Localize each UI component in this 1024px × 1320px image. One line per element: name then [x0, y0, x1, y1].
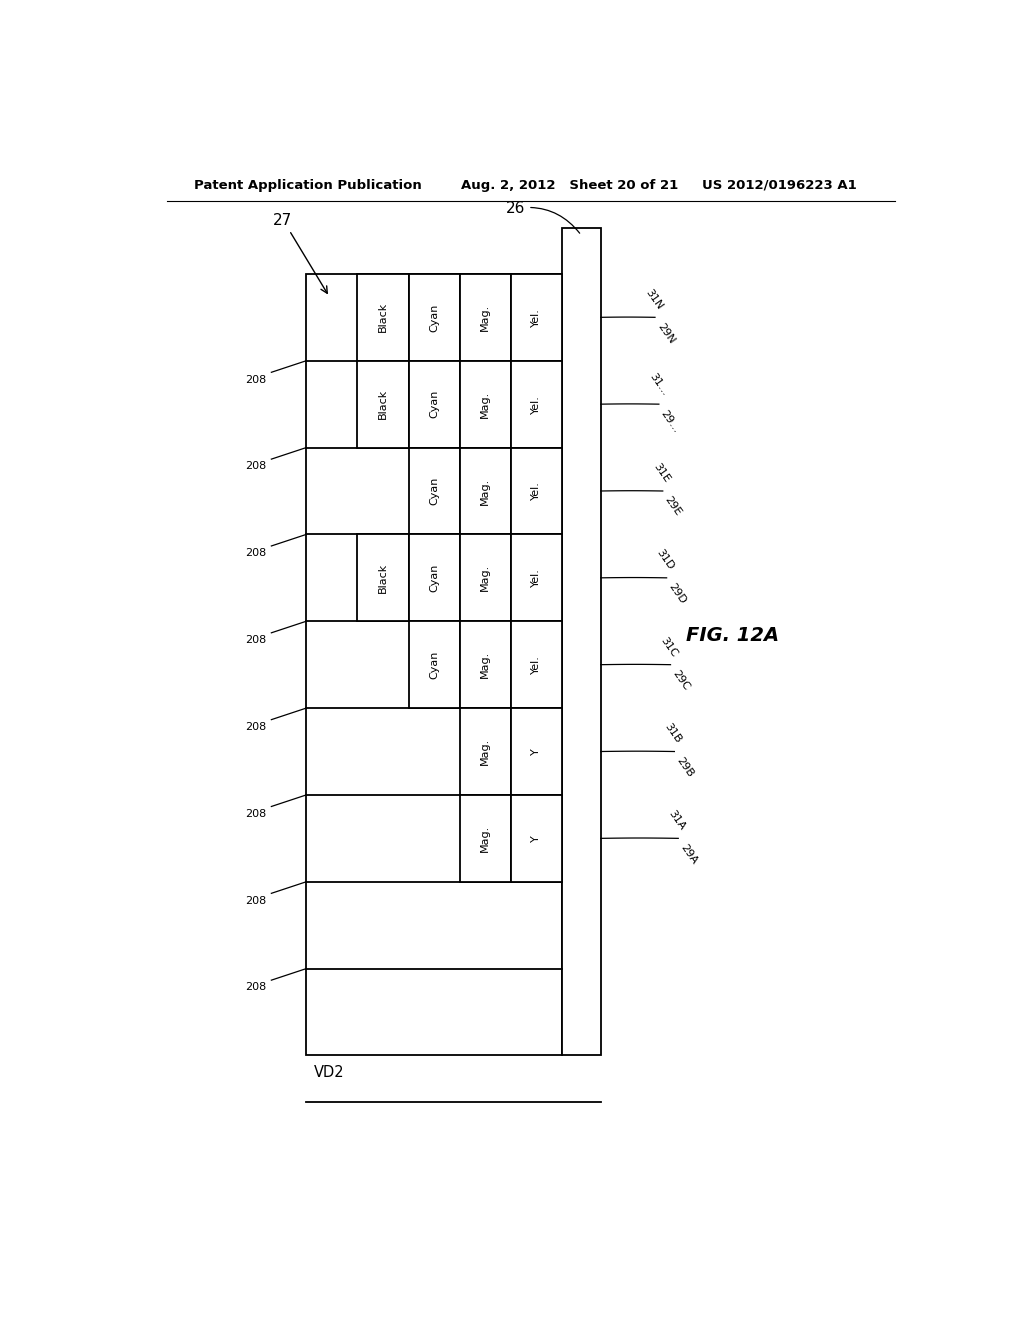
Text: Mag.: Mag. — [480, 391, 490, 418]
Text: 31E: 31E — [651, 462, 672, 484]
Text: 27: 27 — [273, 213, 328, 293]
Bar — [409, 622, 460, 708]
Text: Mag.: Mag. — [480, 738, 490, 766]
Text: Cyan: Cyan — [429, 651, 439, 678]
Bar — [511, 622, 562, 708]
Bar — [460, 360, 511, 447]
Text: 208: 208 — [245, 982, 266, 993]
Text: 208: 208 — [245, 548, 266, 558]
Text: 29B: 29B — [675, 755, 695, 779]
Text: US 2012/0196223 A1: US 2012/0196223 A1 — [701, 178, 856, 191]
Text: 208: 208 — [245, 896, 266, 906]
Text: Cyan: Cyan — [429, 477, 439, 506]
Text: 208: 208 — [245, 809, 266, 818]
Text: 31N: 31N — [643, 286, 665, 312]
Text: 31C: 31C — [658, 635, 680, 659]
Text: 31...: 31... — [647, 372, 670, 399]
Text: 29A: 29A — [678, 842, 699, 866]
Text: 208: 208 — [245, 635, 266, 645]
Text: Cyan: Cyan — [429, 564, 439, 593]
Text: Mag.: Mag. — [480, 478, 490, 504]
Bar — [409, 447, 460, 535]
Bar — [511, 447, 562, 535]
Text: 29...: 29... — [658, 408, 682, 434]
Text: 26: 26 — [506, 201, 580, 234]
Bar — [511, 535, 562, 622]
Text: FIG. 12A: FIG. 12A — [686, 626, 779, 645]
Text: 29N: 29N — [655, 321, 676, 346]
Bar — [357, 275, 409, 360]
Text: Aug. 2, 2012   Sheet 20 of 21: Aug. 2, 2012 Sheet 20 of 21 — [461, 178, 679, 191]
Text: VD2: VD2 — [314, 1065, 345, 1080]
Bar — [409, 275, 460, 360]
Bar — [409, 535, 460, 622]
Bar — [460, 535, 511, 622]
Text: 31B: 31B — [663, 722, 683, 746]
Text: 29D: 29D — [667, 582, 688, 606]
Bar — [357, 535, 409, 622]
Text: Black: Black — [378, 389, 388, 420]
Text: Patent Application Publication: Patent Application Publication — [194, 178, 422, 191]
Bar — [460, 447, 511, 535]
Text: Mag.: Mag. — [480, 825, 490, 851]
Text: 29C: 29C — [671, 668, 691, 692]
Text: Mag.: Mag. — [480, 651, 490, 678]
Bar — [306, 275, 562, 1056]
Bar — [357, 360, 409, 447]
Bar — [460, 795, 511, 882]
Text: 29E: 29E — [663, 495, 683, 517]
Text: Black: Black — [378, 562, 388, 593]
Bar — [511, 795, 562, 882]
Text: Y: Y — [531, 748, 542, 755]
Text: 208: 208 — [245, 462, 266, 471]
Text: Yel.: Yel. — [531, 482, 542, 500]
Text: 31A: 31A — [667, 809, 687, 832]
Text: Cyan: Cyan — [429, 389, 439, 418]
Text: 208: 208 — [245, 722, 266, 733]
Text: Yel.: Yel. — [531, 395, 542, 413]
Text: Black: Black — [378, 302, 388, 333]
Text: 208: 208 — [245, 375, 266, 384]
Text: Yel.: Yel. — [531, 655, 542, 675]
Text: 31D: 31D — [655, 548, 676, 572]
Text: Y: Y — [531, 836, 542, 842]
Bar — [562, 228, 601, 1056]
Text: Yel.: Yel. — [531, 308, 542, 327]
Bar — [409, 360, 460, 447]
Text: Cyan: Cyan — [429, 304, 439, 331]
Bar — [511, 360, 562, 447]
Bar — [460, 275, 511, 360]
Bar — [460, 622, 511, 708]
Bar — [460, 708, 511, 795]
Text: Mag.: Mag. — [480, 564, 490, 591]
Bar — [511, 275, 562, 360]
Text: Yel.: Yel. — [531, 569, 542, 587]
Bar — [511, 708, 562, 795]
Text: Mag.: Mag. — [480, 304, 490, 331]
